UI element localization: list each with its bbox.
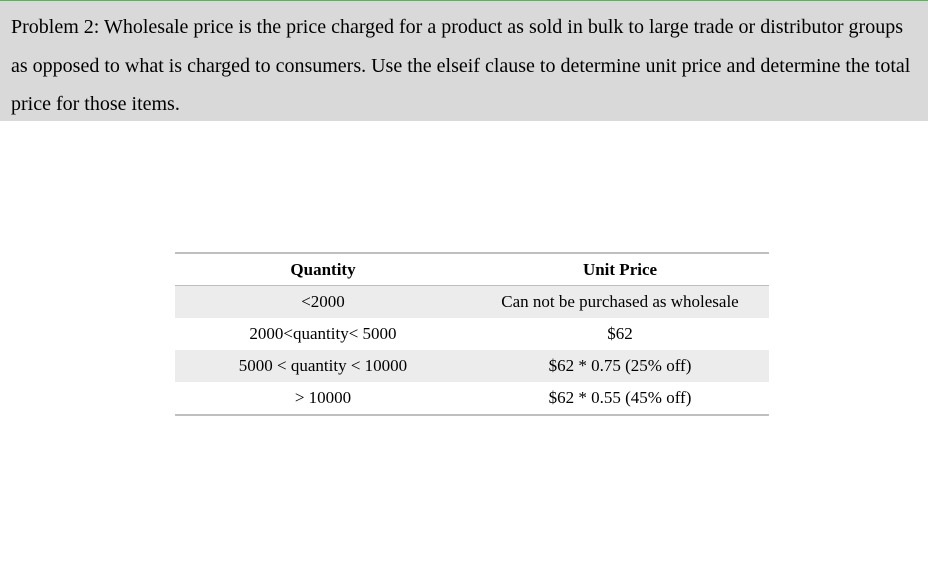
quantity-cell: > 10000 [294, 388, 352, 407]
quantity-cell: <2000 [301, 292, 345, 311]
table-header-row: Quantity Unit Price [175, 253, 769, 286]
quantity-column-header: Quantity [290, 259, 356, 279]
table-row: > 10000 $62 * 0.55 (45% off) [175, 382, 769, 415]
table-row: 5000 < quantity < 10000 $62 * 0.75 (25% … [175, 350, 769, 382]
problem-statement-text: Problem 2: Wholesale price is the price … [11, 16, 911, 115]
unit-price-cell: $62 [607, 324, 633, 343]
quantity-cell: 5000 < quantity < 10000 [238, 356, 408, 375]
quantity-cell: 2000<quantity< 5000 [249, 324, 397, 343]
unit-price-cell: $62 * 0.55 (45% off) [548, 388, 692, 407]
table-row: 2000<quantity< 5000 $62 [175, 318, 769, 350]
wholesale-price-table: Quantity Unit Price <2000 Can not be pur… [175, 252, 769, 416]
unit-price-cell: $62 * 0.75 (25% off) [548, 356, 692, 375]
table-row: <2000 Can not be purchased as wholesale [175, 285, 769, 318]
problem-statement-box: Problem 2: Wholesale price is the price … [0, 0, 928, 121]
unit-price-cell: Can not be purchased as wholesale [501, 292, 739, 311]
unit-price-column-header: Unit Price [582, 259, 658, 279]
